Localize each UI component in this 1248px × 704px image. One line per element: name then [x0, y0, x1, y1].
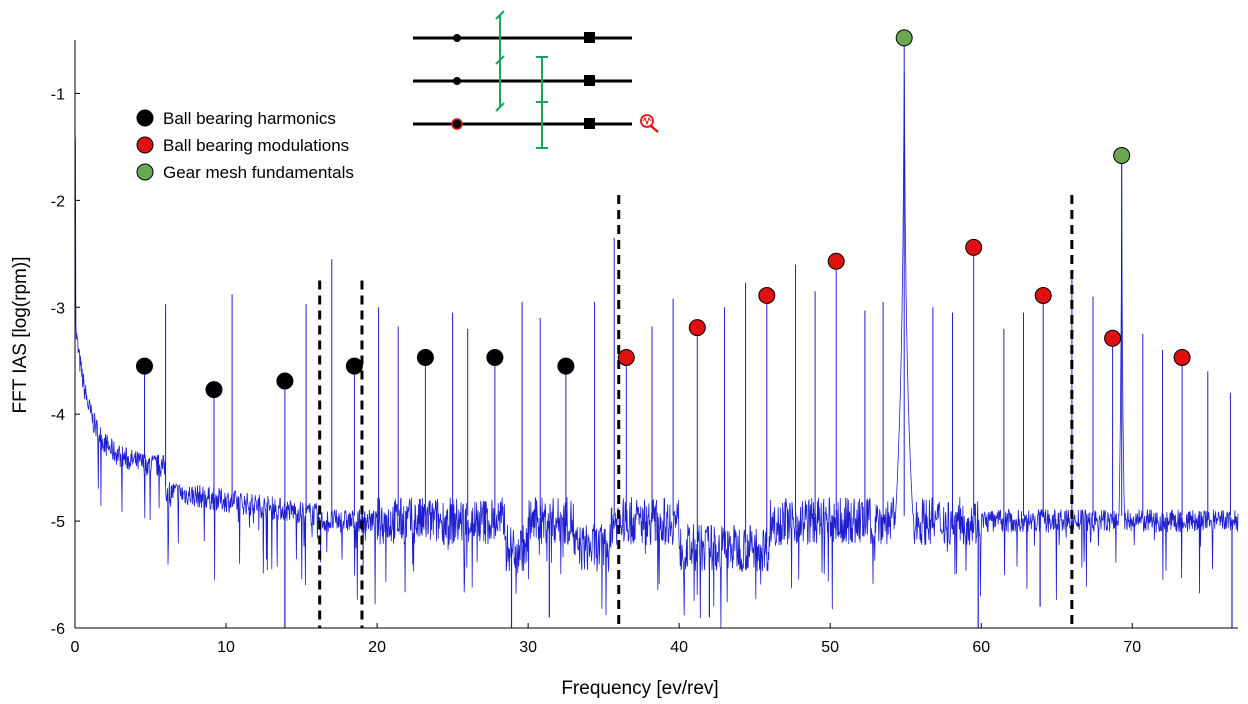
y-tick-label-5: -1 [51, 86, 65, 103]
dashed-separators [318, 195, 1074, 628]
bearing-dot-1 [453, 34, 461, 42]
legend-marker-modulations [136, 136, 154, 154]
marker-harmonic-6 [557, 357, 575, 375]
legend: Ball bearing harmonics Ball bearing modu… [136, 109, 354, 182]
marker-modulation-3 [827, 252, 845, 270]
legend-marker-gear [136, 163, 154, 181]
axes: 0 10 20 30 40 50 60 70 -6 -5 -4 -3 -2 -1 [51, 40, 1238, 656]
bearing-block-1 [584, 32, 595, 43]
x-tick-label-0: 0 [71, 639, 80, 656]
marker-harmonic-0 [136, 357, 153, 375]
y-tick-label-2: -4 [51, 407, 65, 424]
legend-marker-harmonics [136, 109, 154, 127]
marker-modulation-1 [688, 319, 706, 337]
marker-modulation-2 [758, 287, 776, 304]
gear-1-mesh [495, 55, 505, 65]
x-tick-label-3: 30 [519, 639, 537, 656]
bearing-dot-2 [453, 77, 461, 85]
y-axis-label: FFT IAS [log(rpm)] [10, 257, 31, 414]
x-tick-label-4: 40 [670, 639, 688, 656]
y-tick-label-3: -3 [51, 300, 65, 317]
marker-modulation-5 [1034, 287, 1052, 304]
marker-gear-0 [895, 29, 913, 47]
y-tick-label-4: -2 [51, 193, 65, 210]
spectrum-noise-line [74, 71, 1239, 628]
markers [136, 29, 1191, 399]
x-tick-label-6: 60 [972, 639, 990, 656]
x-tick-label-5: 50 [821, 639, 839, 656]
bearing-block-2 [584, 75, 595, 86]
marker-modulation-6 [1104, 329, 1122, 347]
x-tick-label-2: 20 [368, 639, 386, 656]
marker-harmonic-2 [276, 372, 294, 390]
x-axis-label: Frequency [ev/rev] [561, 678, 718, 699]
gear-1-tooth-bottom [495, 102, 505, 112]
x-tick-label-1: 10 [217, 639, 235, 656]
gear-1-tooth-top [495, 10, 505, 20]
marker-harmonic-1 [205, 381, 223, 399]
marker-harmonic-4 [416, 349, 434, 366]
marker-modulation-4 [965, 238, 983, 256]
x-tick-label-7: 70 [1123, 639, 1141, 656]
marker-harmonic-5 [486, 349, 504, 366]
legend-label-gear: Gear mesh fundamentals [163, 163, 354, 182]
spectrum-series [74, 42, 1239, 628]
y-tick-label-1: -5 [51, 514, 65, 531]
marker-modulation-0 [617, 349, 635, 366]
legend-label-harmonics: Ball bearing harmonics [163, 109, 336, 128]
bearing-block-3 [584, 118, 595, 129]
marker-harmonic-3 [345, 357, 363, 375]
bearing-dot-3-highlight [451, 118, 463, 130]
marker-gear-1 [1113, 147, 1131, 164]
magnifier-vibration-icon [640, 114, 659, 133]
legend-label-modulations: Ball bearing modulations [163, 136, 349, 155]
y-tick-label-0: -6 [51, 621, 65, 638]
gearbox-schematic [413, 10, 659, 149]
marker-modulation-7 [1173, 349, 1191, 366]
